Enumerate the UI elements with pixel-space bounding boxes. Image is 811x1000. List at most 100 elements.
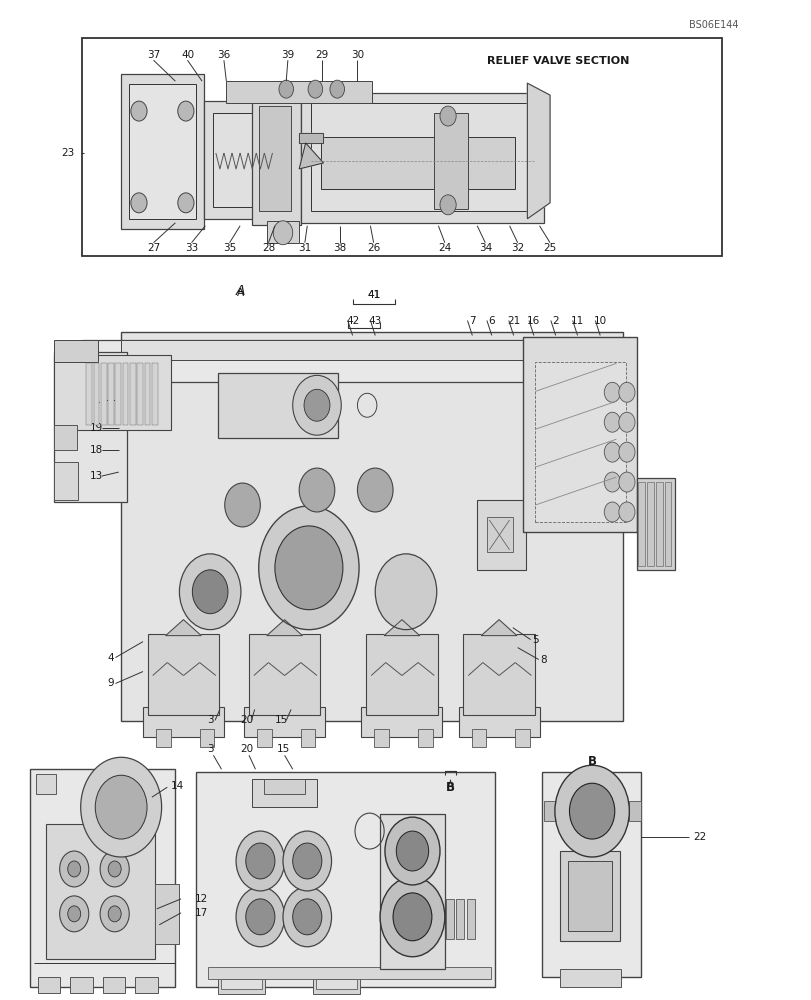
Circle shape	[569, 783, 614, 839]
Text: 5: 5	[531, 635, 539, 645]
Text: RELIEF VALVE SECTION: RELIEF VALVE SECTION	[487, 56, 629, 66]
Circle shape	[259, 506, 358, 630]
Circle shape	[603, 412, 620, 432]
Circle shape	[246, 843, 275, 879]
Circle shape	[292, 899, 321, 935]
Text: 28: 28	[261, 243, 275, 253]
Circle shape	[246, 899, 275, 935]
Polygon shape	[298, 133, 323, 143]
Bar	[86, 363, 92, 425]
Circle shape	[178, 101, 194, 121]
Circle shape	[178, 193, 194, 213]
Text: 11: 11	[570, 316, 583, 326]
Text: 23: 23	[61, 148, 75, 158]
Bar	[559, 969, 620, 987]
Bar	[218, 978, 265, 994]
Text: 31: 31	[298, 243, 311, 253]
Circle shape	[307, 80, 322, 98]
Bar	[300, 729, 315, 747]
Bar	[221, 979, 262, 989]
Text: 24: 24	[438, 243, 451, 253]
Text: 9: 9	[107, 678, 114, 688]
Bar	[361, 707, 442, 737]
Bar	[218, 373, 337, 438]
Bar	[121, 340, 622, 360]
Polygon shape	[298, 143, 323, 169]
Text: 20: 20	[240, 744, 253, 754]
Bar	[54, 340, 98, 362]
Text: 41: 41	[367, 290, 380, 300]
Bar	[213, 113, 283, 207]
Circle shape	[292, 375, 341, 435]
Bar	[487, 517, 513, 552]
Text: 16: 16	[526, 316, 540, 326]
Text: 32: 32	[510, 243, 524, 253]
Circle shape	[329, 80, 344, 98]
Circle shape	[303, 389, 329, 421]
Circle shape	[131, 193, 147, 213]
Text: 4: 4	[107, 653, 114, 663]
Text: 14: 14	[171, 781, 184, 791]
Bar	[30, 769, 175, 987]
Text: 10: 10	[593, 316, 606, 326]
Polygon shape	[165, 620, 201, 636]
Bar	[244, 707, 324, 737]
Text: 19: 19	[90, 423, 103, 433]
Text: BS06E144: BS06E144	[688, 20, 737, 30]
Text: 3: 3	[207, 744, 213, 754]
Bar	[567, 861, 611, 931]
Bar	[252, 95, 300, 225]
Circle shape	[131, 101, 147, 121]
Circle shape	[375, 554, 436, 630]
Bar	[155, 884, 179, 944]
Bar	[466, 899, 474, 939]
Text: 30: 30	[350, 50, 363, 60]
Polygon shape	[481, 620, 517, 636]
Text: 12: 12	[195, 894, 208, 904]
Bar	[543, 801, 554, 821]
Bar	[130, 363, 135, 425]
Circle shape	[554, 765, 629, 857]
Bar	[122, 363, 128, 425]
Text: B: B	[445, 781, 454, 794]
Bar	[541, 772, 640, 977]
Text: 1: 1	[93, 395, 100, 405]
Bar	[200, 729, 214, 747]
Text: 29: 29	[315, 50, 328, 60]
Bar	[137, 363, 143, 425]
Text: 43: 43	[368, 316, 381, 326]
Bar	[456, 899, 464, 939]
Bar	[267, 221, 298, 243]
Bar	[36, 774, 56, 794]
Circle shape	[603, 472, 620, 492]
Bar	[646, 482, 653, 566]
Text: 33: 33	[185, 243, 198, 253]
Bar	[312, 978, 359, 994]
Bar	[38, 977, 60, 993]
Polygon shape	[526, 83, 549, 219]
Bar	[515, 729, 529, 747]
Bar	[559, 851, 620, 941]
Circle shape	[618, 502, 634, 522]
Circle shape	[192, 570, 228, 614]
Circle shape	[603, 502, 620, 522]
Circle shape	[618, 472, 634, 492]
Circle shape	[440, 195, 456, 215]
Circle shape	[603, 442, 620, 462]
Bar	[300, 93, 543, 223]
Text: 15: 15	[276, 744, 290, 754]
Text: 8: 8	[539, 655, 546, 665]
Text: 15: 15	[274, 715, 288, 725]
Polygon shape	[384, 620, 419, 636]
Circle shape	[275, 526, 342, 610]
Circle shape	[396, 831, 428, 871]
Text: B: B	[587, 755, 596, 768]
Circle shape	[440, 106, 456, 126]
Circle shape	[100, 896, 129, 932]
Text: 13: 13	[90, 471, 103, 481]
Bar	[208, 967, 491, 979]
Text: 21: 21	[506, 316, 520, 326]
Circle shape	[283, 887, 331, 947]
Circle shape	[100, 851, 129, 887]
Bar	[655, 482, 662, 566]
